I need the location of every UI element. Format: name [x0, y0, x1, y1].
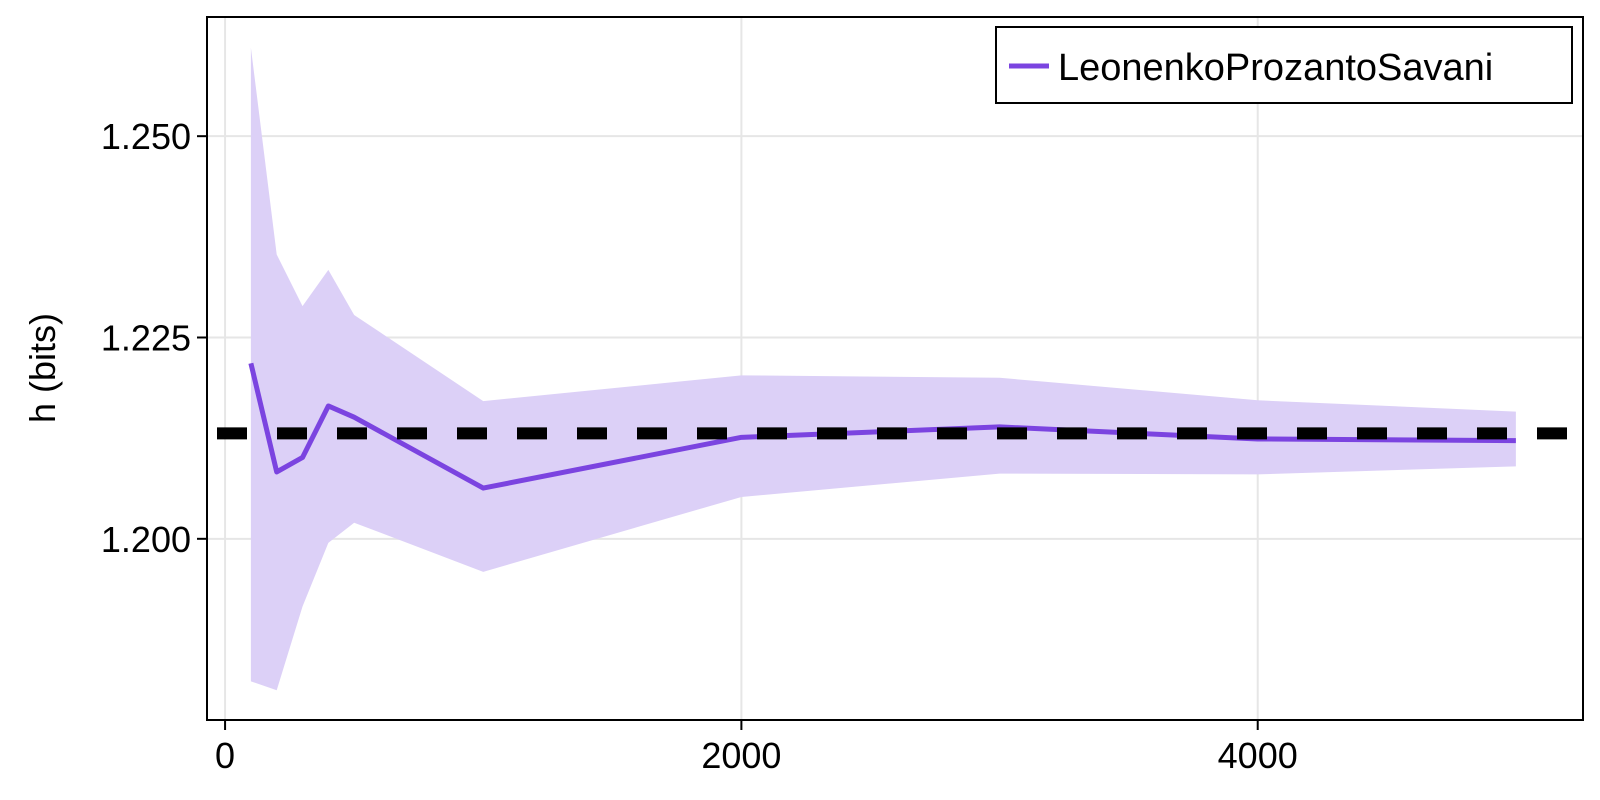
x-tick-label: 2000 [701, 735, 781, 776]
confidence-band-layer [250, 47, 1516, 691]
legend-box [995, 26, 1573, 104]
y-axis-label: h (bits) [22, 313, 63, 423]
legend-entry-label: LeonenkoProzantoSavani [1058, 47, 1493, 89]
y-tick-label: 1.200 [101, 519, 191, 560]
x-tick-label: 0 [215, 735, 235, 776]
y-tick-label: 1.250 [101, 116, 191, 157]
y-tick-label: 1.225 [101, 317, 191, 358]
legend: LeonenkoProzantoSavani [995, 26, 1573, 104]
x-tick-label: 4000 [1218, 735, 1298, 776]
tick-labels: 0 2000 4000 1.200 1.225 1.250 [101, 116, 1298, 776]
confidence-band [250, 47, 1516, 691]
plot-frame [206, 16, 1584, 721]
